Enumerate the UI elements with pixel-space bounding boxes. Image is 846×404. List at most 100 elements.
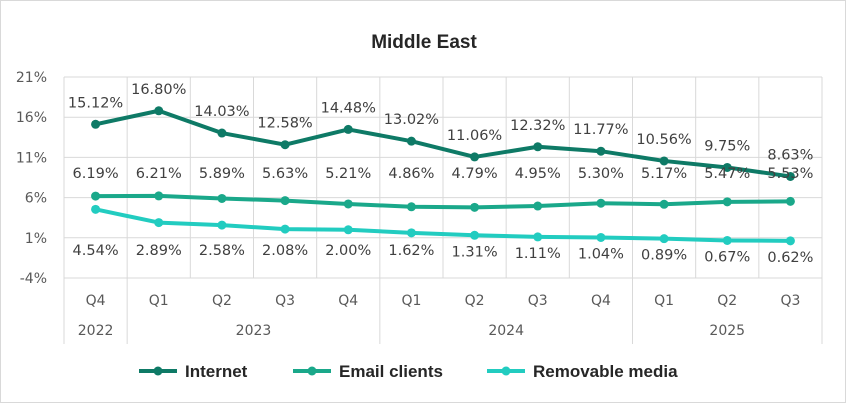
legend-marker [307,366,317,376]
data-point [785,171,795,181]
x-tick-quarter: Q2 [717,293,737,309]
data-label: 2.58% [199,243,245,259]
data-label: 0.89% [641,248,687,264]
data-point [533,232,543,242]
x-tick-quarter: Q1 [654,293,674,309]
x-tick-quarter: Q1 [149,293,169,309]
data-label: 8.63% [767,147,813,163]
data-label: 0.62% [767,250,813,266]
data-label: 4.79% [452,166,498,182]
data-label: 1.62% [388,243,434,259]
x-tick-year: 2023 [236,323,272,339]
x-tick-quarter: Q4 [591,293,611,309]
data-label: 11.06% [447,128,502,144]
data-point [406,136,416,146]
y-tick-label: 16% [16,110,47,126]
x-tick-quarter: Q3 [780,293,800,309]
data-point [406,202,416,212]
data-point [722,235,732,245]
series-line [95,207,791,243]
x-tick-year: 2024 [488,323,524,339]
data-label: 5.30% [578,166,624,182]
data-point [596,232,606,242]
plot-area [91,106,795,246]
data-label: 14.48% [321,100,376,116]
data-label: 5.21% [325,166,371,182]
x-tick-quarter: Q3 [275,293,295,309]
data-label: 6.19% [73,166,119,182]
y-tick-label: 6% [25,191,47,207]
data-label: 6.21% [136,166,182,182]
data-labels: 15.12% 16.80% 14.03% 12.58% 14.48% 13.02% 11.0… [68,82,814,266]
data-point [280,196,290,206]
data-label: 5.53% [767,166,813,182]
data-point [533,142,543,152]
x-tick-quarter: Q2 [465,293,485,309]
data-label: 5.47% [704,166,750,182]
data-label: 0.67% [704,249,750,265]
y-tick-label: -4% [20,271,47,287]
data-label: 2.00% [325,243,371,259]
data-label: 1.31% [452,244,498,260]
data-point [217,128,227,138]
data-point [343,225,353,235]
data-label: 13.02% [384,112,439,128]
data-point [406,228,416,238]
data-label: 4.86% [388,166,434,182]
data-point [596,198,606,208]
data-label: 1.04% [578,246,624,262]
data-label: 11.77% [573,122,628,138]
x-tick-quarter: Q1 [401,293,421,309]
x-tick-quarter: Q2 [212,293,232,309]
legend: Internet Email clients Removable media [139,362,678,381]
legend-label: Removable media [533,362,678,381]
data-label: 12.32% [510,118,565,134]
data-label: 14.03% [194,104,249,120]
data-point [91,191,101,201]
data-point [280,224,290,234]
data-point [217,193,227,203]
data-label: 5.17% [641,166,687,182]
x-tick-quarter: Q4 [86,293,106,309]
x-tick-year: 2022 [78,323,114,339]
y-tick-label: 1% [25,231,47,247]
chart-title: Middle East [371,32,477,53]
x-axis: Q4 Q1 Q2 Q3 Q4 Q1 Q2 Q3 Q4 Q1 Q2 Q3 2022 2023 2024 2025 [63,278,823,344]
data-point [659,156,669,166]
legend-marker [153,366,163,376]
data-point [659,234,669,244]
data-label: 5.63% [262,166,308,182]
data-label: 12.58% [257,116,312,132]
data-point [343,124,353,134]
data-point [470,152,480,162]
data-point [343,199,353,209]
data-point [91,119,101,129]
y-tick-label: 11% [16,150,47,166]
data-label: 1.11% [515,246,561,262]
data-point [659,199,669,209]
data-label: 2.08% [262,243,308,259]
data-label: 10.56% [636,132,691,148]
data-point [91,204,101,214]
data-label: 4.54% [73,243,119,259]
x-tick-quarter: Q4 [338,293,358,309]
legend-label: Internet [185,362,248,381]
legend-marker [501,366,511,376]
data-label: 15.12% [68,95,123,111]
data-point [470,230,480,240]
data-point [785,236,795,246]
data-point [154,191,164,201]
grid-lines: 21% 16% 11% 6% 1% -4% [16,70,823,287]
data-label: 4.95% [515,166,561,182]
data-point [722,197,732,207]
x-tick-quarter: Q3 [528,293,548,309]
data-point [533,201,543,211]
data-point [470,202,480,212]
data-point [785,196,795,206]
data-point [596,146,606,156]
series-line [95,108,791,179]
data-point [280,140,290,150]
data-point [154,106,164,116]
